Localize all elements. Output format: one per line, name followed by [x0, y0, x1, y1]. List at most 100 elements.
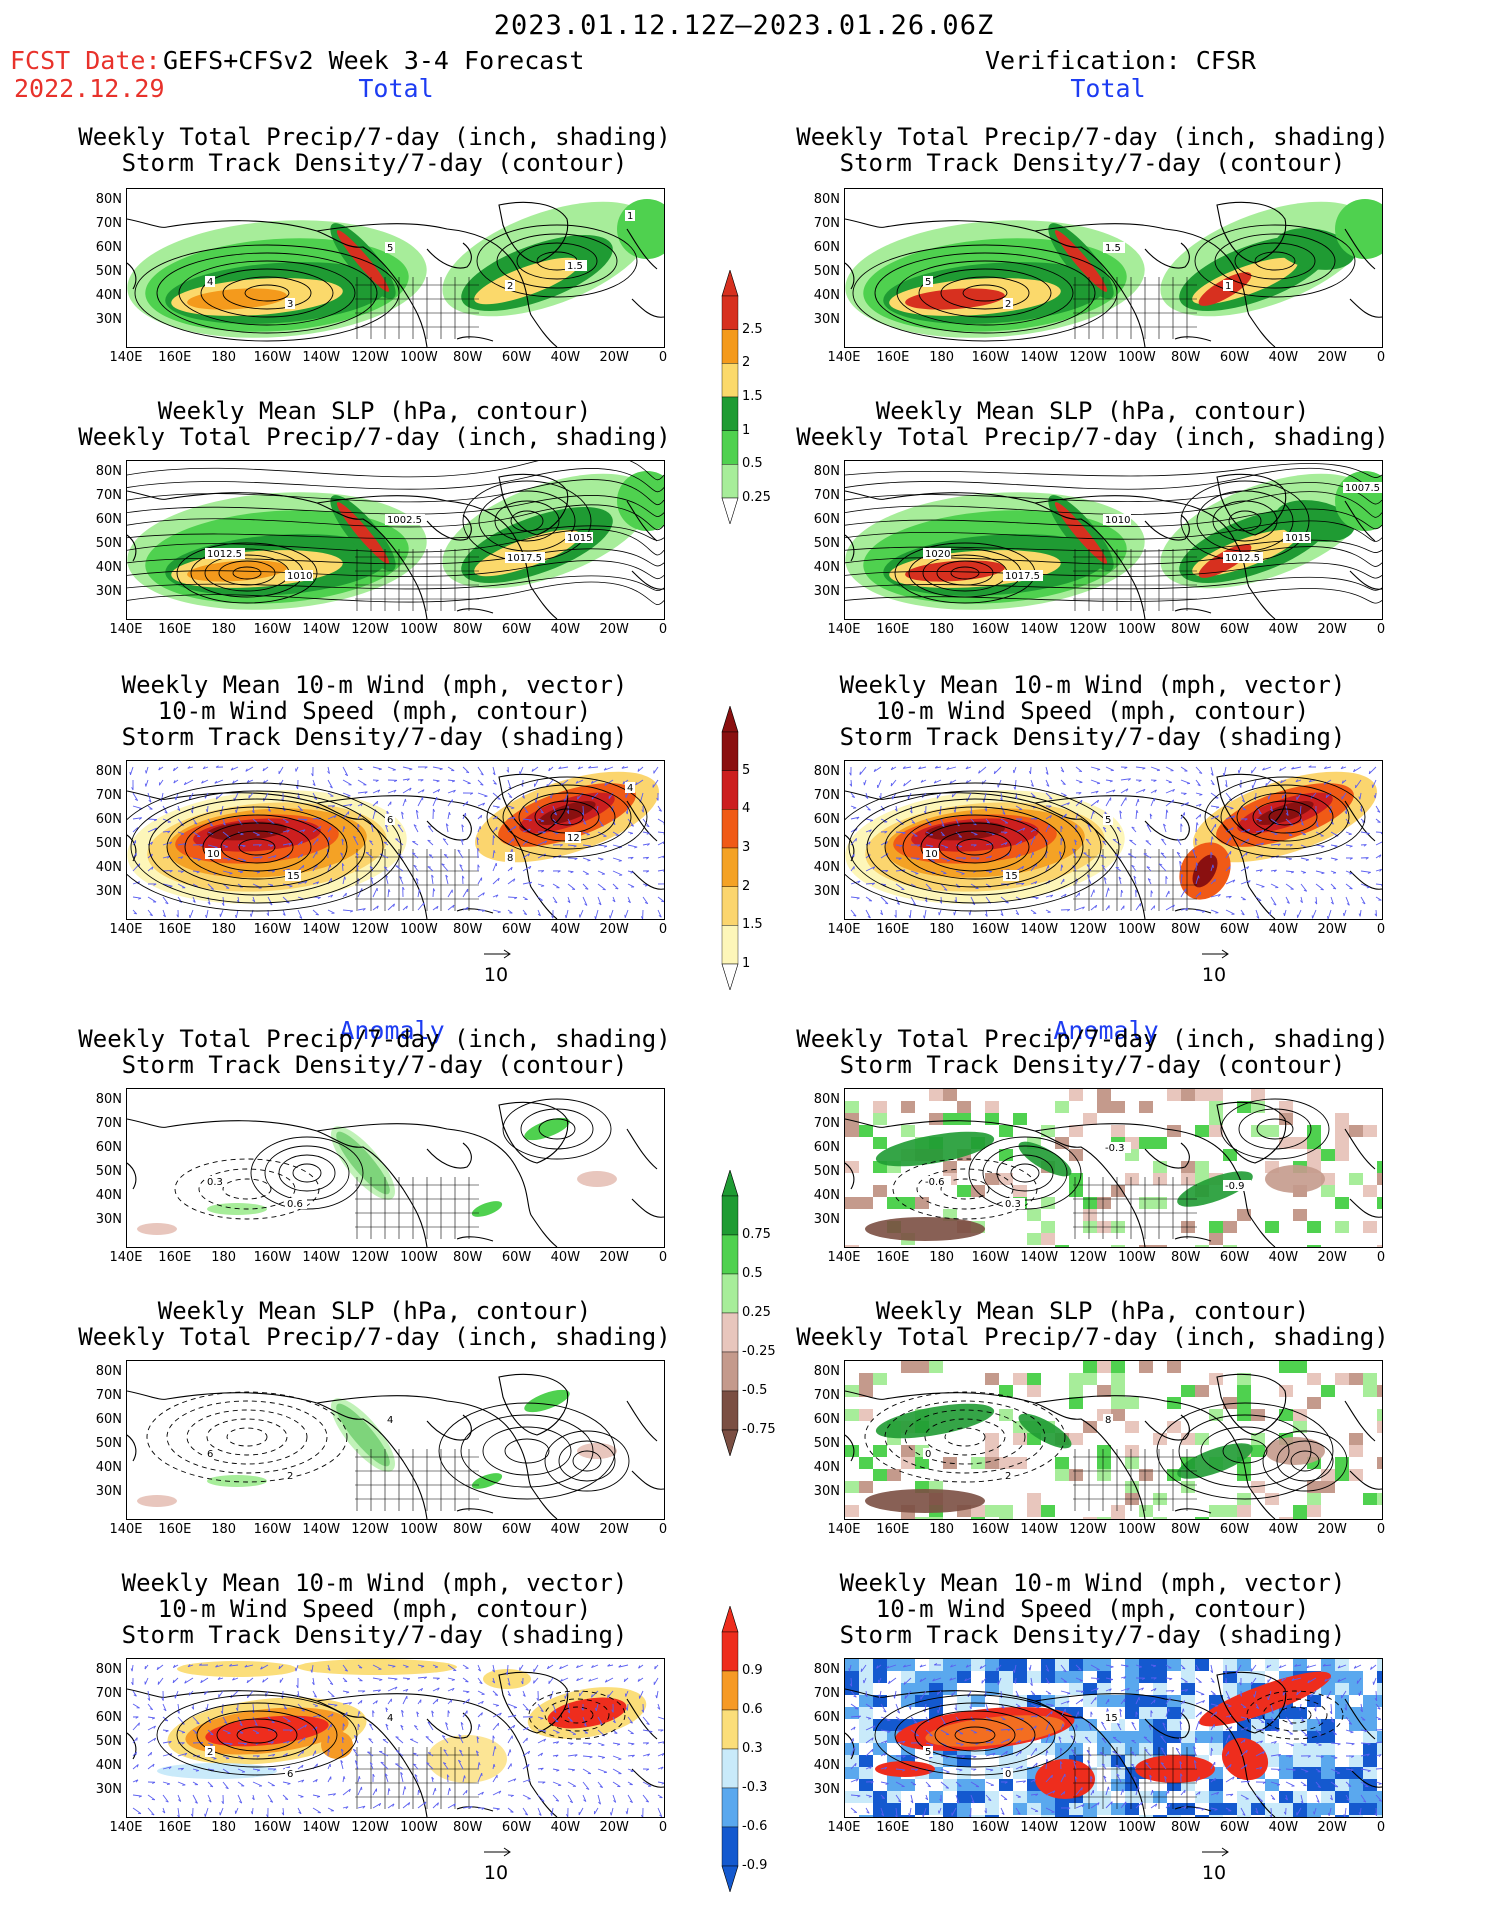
v5-lon-label: 40W [1268, 1522, 1299, 1537]
v5-lat-label: 80N [813, 1364, 840, 1379]
p1-lon-label: 60W [501, 350, 532, 365]
p4-lat-label: 60N [95, 1140, 122, 1155]
contour-label: 15 [285, 870, 301, 882]
p3-lon-label: 40W [550, 922, 581, 937]
v3-lat-label: 70N [813, 788, 840, 803]
colorbar-swatch [721, 1390, 739, 1431]
v5-lon-label: 140W [1020, 1522, 1059, 1537]
reference-arrow-value: 10 [1201, 1862, 1227, 1884]
contour-label: 2 [205, 1746, 215, 1758]
v2-lat-label: 70N [813, 488, 840, 503]
v6-map-panel: 5 0 15 [844, 1658, 1383, 1818]
p4-lon-label: 180 [211, 1250, 237, 1265]
svg-text:1012.5: 1012.5 [207, 549, 242, 560]
svg-text:0: 0 [925, 1449, 931, 1460]
contour-label: 4 [385, 1712, 395, 1724]
colorbar-precip-total [720, 268, 790, 526]
p5-title-line-1: Weekly Mean SLP (hPa, contour) [157, 1297, 592, 1325]
svg-text:1: 1 [1225, 281, 1231, 292]
p2-lon-label: 80W [453, 622, 483, 637]
v4-lat-label: 30N [813, 1212, 840, 1227]
v2-lon-label: 180 [929, 622, 955, 637]
colorbar-precip-total-label: 0.5 [742, 456, 763, 472]
v3-title-line-2: 10-m Wind Speed (mph, contour) [875, 697, 1310, 725]
contour-label: 0.6 [285, 1198, 307, 1210]
v3-map-panel: 10 15 5 [844, 760, 1383, 920]
p3-lon-label: 140E [109, 922, 143, 937]
p6-lon-label: 20W [599, 1820, 629, 1835]
p2-lon-label: 160W [253, 622, 292, 637]
v6-title-line-2: 10-m Wind Speed (mph, contour) [875, 1595, 1310, 1623]
reference-arrow-value: 10 [483, 1862, 509, 1884]
colorbar-swatch [721, 1709, 739, 1750]
p4-lat-label: 80N [95, 1092, 122, 1107]
v6-vector-reference: 10 [1194, 1840, 1234, 1884]
contour-label: 0 [1003, 1768, 1013, 1780]
v3-lon-label: 100W [1118, 922, 1156, 937]
colorbar-swatch [721, 1234, 739, 1275]
v1-lon-label: 100W [1118, 350, 1156, 365]
svg-text:1007.5: 1007.5 [1345, 483, 1380, 494]
colorbar-precip-total-label: 0.25 [742, 490, 771, 505]
v6-lon-label: 60W [1219, 1820, 1250, 1835]
v3-lon-label: 60W [1219, 922, 1250, 937]
section-anomaly-left: Anomaly [339, 1016, 445, 1045]
v3-lon-label: 160E [876, 922, 910, 937]
p1-lat-label: 70N [95, 216, 122, 231]
p6-lat-label: 80N [95, 1662, 122, 1677]
reference-arrow-icon [484, 1847, 511, 1857]
colorbar-swatch [721, 1787, 739, 1828]
v1-lon-label: 0 [1376, 350, 1386, 365]
v1-lat-label: 60N [813, 240, 840, 255]
contour-label: 12 [565, 832, 581, 844]
p5-lon-label: 120W [351, 1522, 389, 1537]
p1-lon-label: 80W [453, 350, 483, 365]
p6-lon-label: 180 [211, 1820, 237, 1835]
colorbar-swatch [721, 1631, 739, 1672]
p6-lon-label: 140W [302, 1820, 341, 1835]
section-total-right: Total [1070, 74, 1146, 103]
p3-map-panel: 10 15 6 8 12 4 [126, 760, 665, 920]
v5-lon-label: 20W [1317, 1522, 1347, 1537]
p4-lon-label: 160W [253, 1250, 292, 1265]
svg-text:1017.5: 1017.5 [507, 553, 542, 564]
colorbar-swatch [721, 1312, 739, 1353]
svg-text:3: 3 [287, 299, 293, 310]
verification-label: Verification: CFSR [985, 46, 1256, 75]
v2-lon-label: 120W [1069, 622, 1107, 637]
p3-lon-label: 140W [302, 922, 341, 937]
v4-lon-label: 140E [827, 1250, 861, 1265]
colorbar-swatch [721, 886, 739, 926]
v5-lat-label: 60N [813, 1412, 840, 1427]
p6-title-line-1: Weekly Mean 10-m Wind (mph, vector) [121, 1569, 628, 1597]
p2-lon-label: 140W [302, 622, 341, 637]
p1-lon-label: 40W [550, 350, 581, 365]
p2-lon-label: 140E [109, 622, 143, 637]
contour-label: 6 [285, 1768, 295, 1780]
v4-lon-label: 100W [1118, 1250, 1156, 1265]
colorbar-swatch [721, 925, 739, 965]
colorbar-precip-anomaly-label: 0.25 [742, 1305, 771, 1320]
v1-lon-label: 120W [1069, 350, 1107, 365]
p5-lat-label: 50N [95, 1436, 122, 1451]
v3-lon-label: 140E [827, 922, 861, 937]
p4-lon-label: 0 [658, 1250, 668, 1265]
colorbar-precip-anomaly-label: 0.5 [742, 1266, 763, 1281]
p4-lon-label: 160E [158, 1250, 192, 1265]
contour-label: 15 [1103, 1712, 1119, 1724]
contour-label: 1002.5 [385, 514, 425, 526]
v2-lon-label: 100W [1118, 622, 1156, 637]
v4-lat-label: 40N [813, 1188, 840, 1203]
v2-lon-label: 160W [971, 622, 1010, 637]
v4-lat-label: 50N [813, 1164, 840, 1179]
svg-text:5: 5 [1105, 815, 1111, 826]
p5-lon-label: 40W [550, 1522, 581, 1537]
v2-lon-label: 140E [827, 622, 861, 637]
contour-label: 2 [1003, 298, 1013, 310]
contour-label: 0.3 [205, 1176, 227, 1188]
v2-lat-label: 50N [813, 536, 840, 551]
v2-lon-label: 140W [1020, 622, 1059, 637]
colorbar-swatch [721, 295, 739, 330]
p6-lon-label: 160E [158, 1820, 192, 1835]
svg-text:6: 6 [387, 815, 393, 826]
